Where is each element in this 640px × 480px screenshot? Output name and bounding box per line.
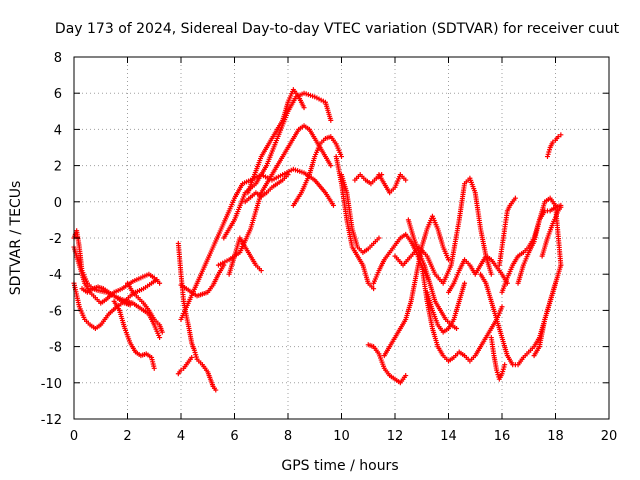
series-track-34 xyxy=(531,262,564,359)
x-tick-label: 10 xyxy=(333,429,350,444)
data-point xyxy=(488,271,494,277)
data-point xyxy=(454,326,460,331)
x-tick-label: 4 xyxy=(177,429,185,444)
data-point xyxy=(403,373,409,379)
data-point xyxy=(499,304,505,310)
chart-title: Day 173 of 2024, Sidereal Day-to-day VTE… xyxy=(55,21,620,37)
x-tick-label: 2 xyxy=(123,429,131,444)
data-point xyxy=(328,117,334,123)
y-tick-label: 0 xyxy=(54,196,62,211)
data-point xyxy=(189,354,195,360)
x-tick-label: 8 xyxy=(284,429,292,444)
data-point xyxy=(213,387,219,393)
y-tick-label: 8 xyxy=(54,51,62,66)
x-axis-label: GPS time / hours xyxy=(281,458,398,474)
series-track-6 xyxy=(125,280,165,335)
series-track-30 xyxy=(488,335,508,382)
y-tick-label: -4 xyxy=(49,268,62,283)
x-tick-label: 20 xyxy=(601,429,618,444)
x-tick-label: 14 xyxy=(440,429,457,444)
data-point xyxy=(159,329,165,335)
series-track-4 xyxy=(111,298,157,371)
series-track-2 xyxy=(71,277,160,331)
y-tick-labels: -12 -10 -8 -6 -4 -2 0 2 4 6 8 xyxy=(41,51,62,428)
series-track-33 xyxy=(515,195,564,286)
x-tick-label: 16 xyxy=(494,429,511,444)
data-point xyxy=(330,202,336,208)
data-point xyxy=(555,134,561,140)
data-point xyxy=(558,132,564,138)
data-point xyxy=(178,367,184,373)
y-tick-label: 4 xyxy=(54,123,62,138)
data-point xyxy=(558,204,564,210)
data-point xyxy=(550,139,556,145)
series-track-23 xyxy=(381,213,451,359)
data-point xyxy=(403,177,409,183)
data-point xyxy=(376,235,382,241)
series-track-18 xyxy=(339,172,382,255)
series-track-3 xyxy=(71,228,163,341)
series-track-24 xyxy=(392,175,494,286)
x-tick-labels: 0 2 4 6 8 10 12 14 16 18 20 xyxy=(70,429,617,444)
data-point xyxy=(157,335,163,341)
data-point xyxy=(301,105,307,111)
data-point xyxy=(154,277,160,283)
series-track-36 xyxy=(544,132,564,160)
series-track-35 xyxy=(539,204,564,259)
y-tick-label: -10 xyxy=(41,377,62,392)
data-point xyxy=(339,154,344,160)
y-axis-label: SDTVAR / TECUs xyxy=(8,181,24,296)
data-point xyxy=(285,172,291,178)
series-track-28 xyxy=(446,253,510,295)
data-point xyxy=(328,163,334,169)
data-point xyxy=(127,302,133,308)
series-track-15 xyxy=(242,172,291,205)
y-tick-label: -8 xyxy=(49,341,62,356)
series-track-31 xyxy=(496,195,518,268)
series-track-9 xyxy=(178,262,227,299)
y-tick-label: 6 xyxy=(54,87,62,102)
y-tick-label: 2 xyxy=(54,160,62,175)
data-point xyxy=(446,257,451,263)
series-track-27 xyxy=(424,280,468,335)
data-point xyxy=(502,362,508,368)
data-points xyxy=(71,87,564,393)
series-track-19 xyxy=(352,172,385,187)
series-track-14 xyxy=(245,87,307,196)
y-tick-label: -12 xyxy=(41,413,62,428)
data-point xyxy=(157,280,163,286)
data-point xyxy=(151,365,157,371)
x-tick-label: 0 xyxy=(70,429,78,444)
axis-ticks xyxy=(73,56,610,420)
data-point xyxy=(371,286,377,292)
data-point xyxy=(512,195,518,201)
data-point xyxy=(462,280,468,286)
series-track-22 xyxy=(376,172,409,196)
y-tick-label: -6 xyxy=(49,304,62,319)
x-tick-label: 12 xyxy=(387,429,404,444)
x-tick-label: 6 xyxy=(230,429,238,444)
series-track-12 xyxy=(226,235,264,277)
y-tick-label: -2 xyxy=(49,232,62,247)
x-tick-label: 18 xyxy=(547,429,564,444)
series-track-20 xyxy=(365,342,409,386)
series-track-16 xyxy=(290,134,344,208)
data-point xyxy=(258,268,264,274)
series-track-8 xyxy=(175,354,195,377)
data-point xyxy=(558,262,564,268)
series-track-5 xyxy=(79,284,133,308)
